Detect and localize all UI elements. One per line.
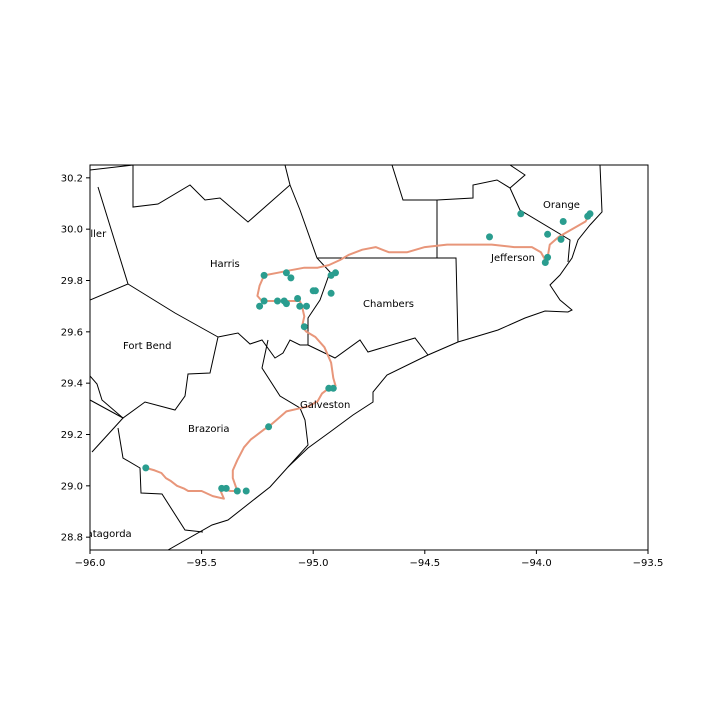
county-label-jefferson: Jefferson — [490, 253, 535, 264]
county-label-matagorda: Matagorda — [78, 529, 132, 540]
y-tick-label: 29.2 — [61, 430, 83, 441]
county-label-waller: Waller — [75, 229, 107, 240]
y-axis: 28.8 29.0 29.2 29.4 29.6 29.8 30.0 30.2 — [61, 173, 90, 544]
stop-point — [296, 302, 304, 310]
boundary-north-liberty — [391, 165, 526, 201]
stop-point — [294, 295, 302, 302]
y-tick-label: 29.6 — [61, 327, 83, 338]
stop-point — [329, 384, 337, 392]
axes-frame — [89, 164, 649, 551]
y-tick-label: 30.2 — [61, 173, 83, 184]
boundary-harris-fortbend — [127, 283, 219, 338]
stop-point — [222, 484, 230, 492]
y-tick-label: 29.4 — [61, 379, 83, 390]
stop-point — [260, 271, 268, 279]
stop-point — [242, 487, 250, 495]
y-tick-label: 28.8 — [61, 533, 83, 544]
stop-point — [265, 423, 273, 431]
county-label-harris: Harris — [210, 259, 240, 270]
x-axis: −96.0 −95.5 −95.0 −94.5 −94.0 −93.5 — [75, 550, 664, 569]
county-label-chambers: Chambers — [363, 299, 414, 310]
boundary-orange-east — [457, 165, 603, 343]
stop-point — [260, 297, 268, 305]
stop-point — [586, 210, 594, 218]
x-tick-label: −94.0 — [521, 558, 552, 569]
boundary-harris-south — [217, 332, 308, 359]
map-area: Waller Harris Orange Jefferson Chambers … — [75, 165, 603, 550]
boundary-north-edge — [90, 165, 291, 223]
stop-point — [332, 269, 339, 277]
boundary-brazoria-south — [117, 427, 204, 533]
stop-point — [327, 289, 335, 297]
x-tick-label: −93.5 — [633, 558, 664, 569]
boundary-harris-chambers — [289, 184, 331, 345]
stop-point — [517, 210, 525, 218]
stop-point — [256, 302, 264, 310]
boundary-chambers-south — [307, 337, 429, 359]
y-tick-label: 29.0 — [61, 481, 83, 492]
stop-point — [544, 230, 552, 238]
stops-layer — [142, 210, 594, 495]
stop-point — [559, 218, 567, 225]
county-label-brazoria: Brazoria — [188, 424, 229, 435]
x-tick-label: −96.0 — [75, 558, 106, 569]
stop-point — [303, 302, 310, 310]
stop-point — [300, 323, 308, 331]
boundary-coastline — [167, 341, 459, 550]
stop-point — [287, 274, 295, 282]
x-tick-label: −95.5 — [186, 558, 217, 569]
stop-point — [274, 297, 281, 305]
boundary-fortbend-west — [90, 375, 124, 453]
county-label-galveston: Galveston — [300, 400, 350, 411]
y-tick-label: 30.0 — [61, 225, 83, 236]
stop-point — [233, 487, 241, 495]
boundary-waller-harris — [90, 186, 129, 301]
stop-point — [282, 300, 290, 308]
county-label-orange: Orange — [543, 200, 580, 211]
stop-point — [311, 287, 319, 295]
county-labels: Waller Harris Orange Jefferson Chambers … — [75, 200, 580, 540]
x-tick-label: −94.5 — [409, 558, 440, 569]
x-tick-label: −95.0 — [298, 558, 329, 569]
stop-point — [541, 259, 549, 266]
county-label-fort-bend: Fort Bend — [123, 341, 171, 352]
stop-point — [282, 269, 290, 277]
stop-point — [142, 464, 150, 472]
boundary-orange-west — [509, 187, 571, 263]
y-tick-label: 29.8 — [61, 276, 83, 287]
stop-point — [486, 233, 493, 241]
boundary-fortbend-brazoria — [90, 336, 219, 419]
stop-point — [557, 235, 565, 243]
boundary-harris-liberty — [317, 257, 459, 343]
